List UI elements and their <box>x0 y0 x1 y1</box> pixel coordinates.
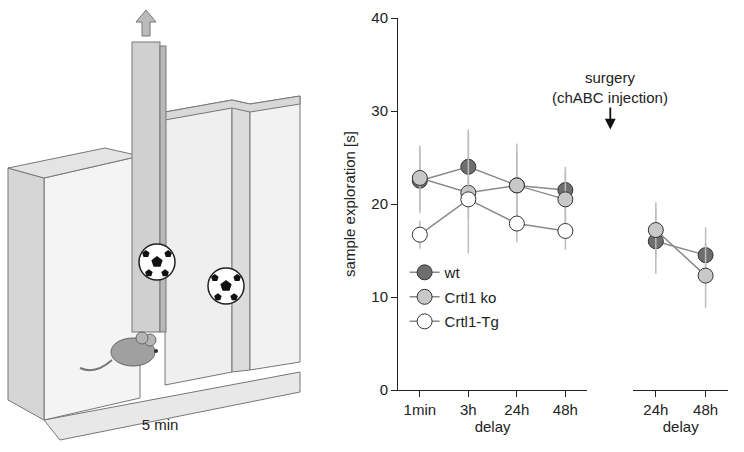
svg-text:delay: delay <box>475 418 511 435</box>
svg-text:24h: 24h <box>504 401 529 418</box>
svg-text:Crtl1 ko: Crtl1 ko <box>445 289 497 306</box>
svg-text:wt: wt <box>444 264 461 281</box>
svg-text:Crtl1-Tg: Crtl1-Tg <box>445 313 499 330</box>
svg-text:3h: 3h <box>460 401 477 418</box>
svg-text:5 min: 5 min <box>142 416 179 433</box>
svg-text:10: 10 <box>371 288 388 305</box>
svg-text:24h: 24h <box>643 401 668 418</box>
svg-text:30: 30 <box>371 102 388 119</box>
svg-text:surgery(chABC injection): surgery(chABC injection) <box>552 69 668 106</box>
svg-text:1min: 1min <box>404 401 437 418</box>
svg-text:48h: 48h <box>553 401 578 418</box>
svg-text:0: 0 <box>380 381 388 398</box>
svg-text:sample exploration [s]: sample exploration [s] <box>341 131 358 277</box>
svg-text:delay: delay <box>663 418 699 435</box>
svg-text:48h: 48h <box>693 401 718 418</box>
svg-text:20: 20 <box>371 195 388 212</box>
svg-text:40: 40 <box>371 9 388 26</box>
